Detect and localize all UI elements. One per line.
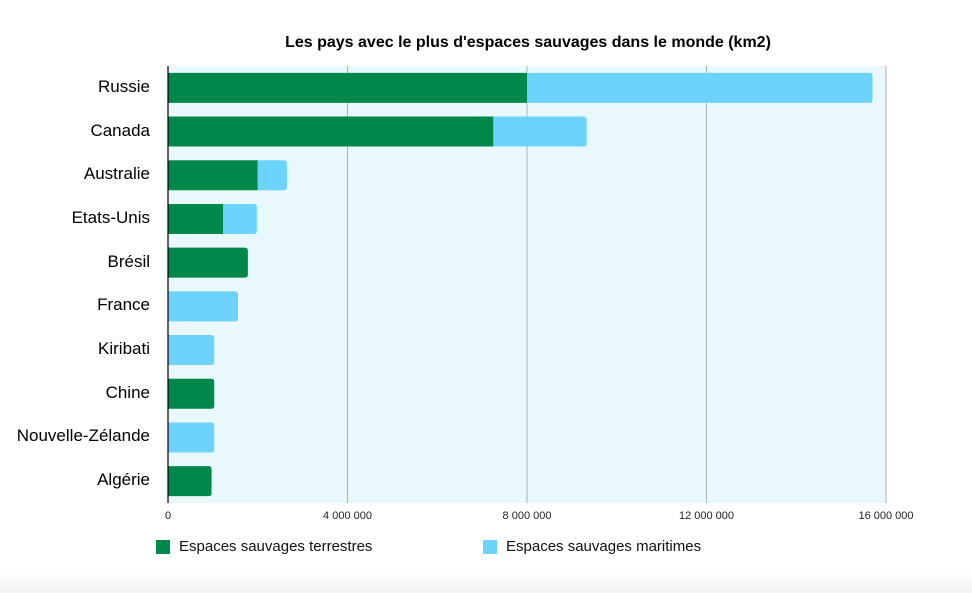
bar-terrestres (168, 378, 215, 409)
category-label: Nouvelle-Zélande (16, 426, 150, 446)
legend-item-terrestres: Espaces sauvages terrestres (156, 538, 372, 555)
category-label: Algérie (97, 470, 150, 490)
bottom-edge (0, 569, 972, 593)
bar-terrestres (168, 466, 212, 497)
category-label: Australie (83, 164, 150, 184)
bar-maritimes (168, 291, 239, 322)
tick-label: 8 000 000 (502, 510, 552, 522)
category-label: Chine (105, 382, 150, 402)
legend-label-maritimes: Espaces sauvages maritimes (506, 538, 702, 555)
legend-swatch-terrestres (156, 539, 170, 554)
bar-terrestres (168, 116, 494, 147)
tick-label: 0 (164, 510, 172, 522)
bar-maritimes (168, 422, 215, 453)
bar-maritimes (493, 116, 587, 147)
legend-item-maritimes: Espaces sauvages maritimes (483, 538, 701, 555)
category-label: Brésil (107, 251, 150, 271)
bar-maritimes (257, 160, 287, 191)
bar-terrestres (168, 160, 258, 191)
chart-title: Les pays avec le plus d'espaces sauvages… (285, 34, 771, 51)
tick-label: 16 000 000 (858, 510, 914, 522)
category-label: Etats-Unis (71, 207, 150, 227)
bar-terrestres (168, 247, 248, 278)
tick-label: 12 000 000 (678, 510, 735, 522)
bar-terrestres (168, 72, 527, 103)
bar-maritimes (527, 72, 873, 103)
legend-label-terrestres: Espaces sauvages terrestres (179, 538, 373, 555)
legend-swatch-maritimes (483, 539, 497, 554)
category-label: Russie (98, 76, 150, 96)
bar-maritimes (223, 203, 257, 234)
category-label: Kiribati (98, 339, 150, 359)
bar-terrestres (168, 203, 224, 234)
category-label: France (97, 295, 150, 315)
bar-maritimes (168, 335, 215, 366)
tick-label: 4 000 000 (323, 510, 372, 522)
category-label: Canada (90, 120, 150, 140)
